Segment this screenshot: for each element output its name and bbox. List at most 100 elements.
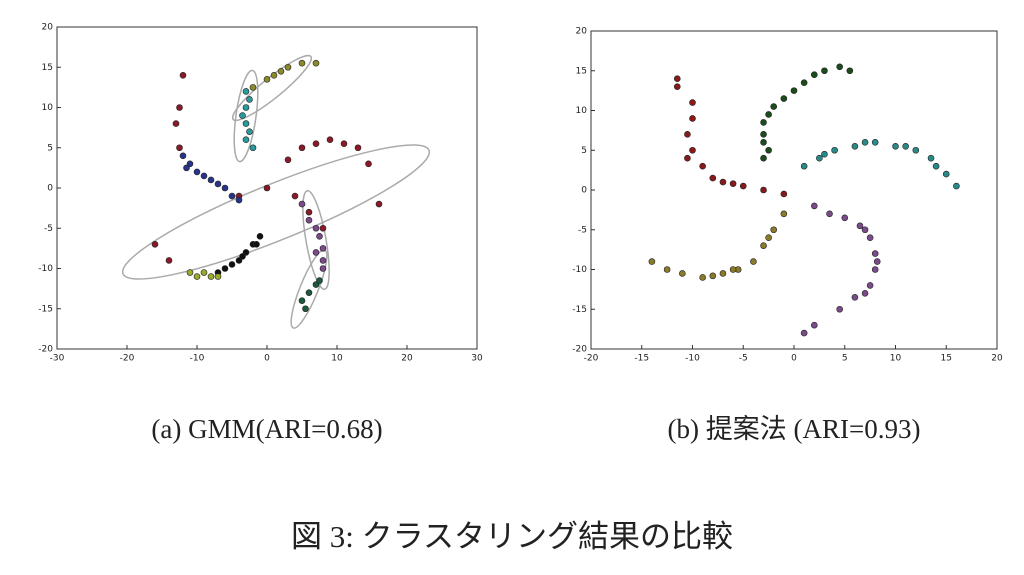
point [176, 104, 183, 111]
point [699, 274, 706, 281]
y-tick-label: 5 [47, 143, 53, 153]
point [760, 242, 767, 249]
plot-caption: (b) 提案法 (ARI=0.93) [668, 414, 921, 444]
point [221, 265, 229, 272]
point [239, 112, 246, 119]
point [765, 234, 772, 241]
point [305, 208, 313, 216]
y-tick-label: -15 [572, 305, 587, 315]
point [871, 250, 879, 257]
point [312, 140, 320, 148]
point [246, 128, 253, 135]
point [953, 182, 960, 190]
y-tick-label: -10 [38, 264, 53, 274]
point [375, 200, 383, 208]
point [298, 297, 306, 305]
point [729, 180, 737, 187]
point [851, 294, 859, 301]
plot-frame [590, 30, 998, 350]
point [836, 305, 843, 313]
x-tick-label: -15 [634, 354, 649, 364]
point [228, 192, 236, 200]
point [689, 146, 696, 154]
x-tick-label: -10 [685, 354, 700, 364]
point [861, 139, 869, 146]
point [263, 76, 271, 83]
point [270, 72, 278, 79]
x-tick-label: 20 [401, 354, 413, 364]
point [729, 266, 737, 273]
point [709, 272, 717, 280]
point [284, 63, 292, 71]
point [861, 226, 869, 234]
x-tick-label: -30 [50, 354, 65, 364]
point [207, 176, 215, 184]
point [319, 245, 327, 252]
y-tick-label: 15 [576, 66, 587, 76]
point [221, 184, 229, 192]
point [760, 154, 767, 162]
point [253, 241, 260, 248]
point [750, 258, 757, 265]
point [326, 136, 334, 143]
point [810, 321, 818, 329]
point [831, 146, 838, 154]
point [821, 67, 828, 75]
point [673, 83, 681, 90]
y-tick-label: 20 [42, 23, 54, 33]
y-tick-label: -5 [44, 224, 53, 234]
y-tick-label: 0 [47, 184, 53, 194]
gmm-ellipses [121, 54, 431, 329]
point [340, 140, 348, 148]
point [871, 139, 879, 146]
point [312, 249, 320, 256]
y-tick-label: 10 [576, 106, 588, 116]
y-tick-label: 5 [581, 146, 587, 156]
point [172, 120, 180, 127]
point [312, 224, 320, 232]
point [193, 168, 201, 176]
point [165, 257, 173, 264]
point [873, 258, 881, 265]
y-tick-label: -10 [572, 265, 587, 275]
point [866, 282, 874, 289]
point [932, 162, 940, 170]
ellipse [121, 144, 431, 280]
point [179, 72, 187, 79]
point [277, 67, 285, 75]
point [200, 269, 208, 276]
point [942, 170, 950, 178]
point [684, 154, 691, 162]
point [902, 142, 909, 150]
point [719, 178, 727, 186]
point [673, 75, 681, 82]
point [200, 172, 208, 180]
x-tick-label: 0 [264, 354, 270, 364]
point [826, 210, 833, 218]
point [861, 290, 869, 297]
y-tick-label: 20 [576, 27, 588, 37]
y-tick-label: 10 [42, 103, 54, 113]
x-tick-label: -5 [739, 354, 748, 364]
point [239, 253, 246, 260]
point [760, 131, 767, 138]
x-tick-label: -20 [584, 354, 599, 364]
point [719, 270, 727, 277]
y-tick-label: 0 [581, 186, 587, 196]
point [242, 136, 250, 143]
y-tick-label: -15 [38, 304, 53, 314]
point [800, 162, 808, 170]
point [319, 224, 327, 232]
point [800, 79, 808, 86]
point [760, 139, 767, 146]
x-tick-label: 20 [991, 354, 1003, 364]
y-tick-label: 15 [42, 63, 53, 73]
point [207, 273, 215, 280]
point [912, 146, 920, 154]
ellipse [233, 69, 259, 163]
point [298, 59, 306, 67]
point [810, 71, 818, 79]
plot-caption: (a) GMM(ARI=0.68) [151, 414, 382, 444]
y-tick-label: -5 [578, 225, 587, 235]
